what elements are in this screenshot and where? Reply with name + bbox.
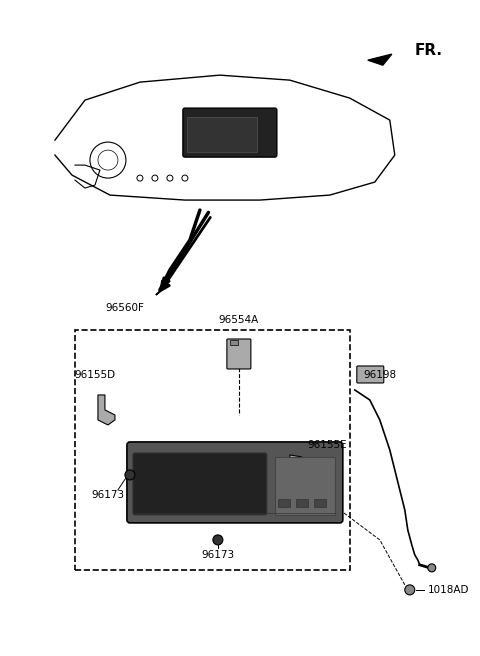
- Polygon shape: [290, 455, 320, 495]
- FancyBboxPatch shape: [357, 366, 384, 383]
- Bar: [230, 340, 238, 345]
- Circle shape: [428, 564, 436, 572]
- FancyBboxPatch shape: [227, 339, 251, 369]
- Text: FR.: FR.: [415, 43, 443, 58]
- FancyBboxPatch shape: [183, 108, 277, 157]
- Polygon shape: [98, 395, 115, 425]
- Bar: [278, 499, 290, 507]
- Text: 1018AD: 1018AD: [428, 585, 469, 595]
- Polygon shape: [368, 54, 392, 65]
- Text: 96554A: 96554A: [219, 315, 259, 325]
- Text: 96155E: 96155E: [308, 440, 348, 450]
- Bar: [314, 499, 326, 507]
- Text: 96155D: 96155D: [74, 370, 116, 380]
- Circle shape: [213, 535, 223, 545]
- Bar: [275, 457, 335, 515]
- Text: 96173: 96173: [91, 490, 124, 500]
- Text: 96198: 96198: [363, 370, 396, 380]
- Bar: [187, 117, 257, 152]
- FancyBboxPatch shape: [133, 453, 267, 515]
- Text: 96173: 96173: [201, 550, 234, 560]
- Circle shape: [125, 470, 135, 480]
- Bar: [296, 499, 308, 507]
- Bar: [75, 330, 350, 570]
- Polygon shape: [156, 285, 165, 295]
- Circle shape: [405, 585, 415, 595]
- FancyBboxPatch shape: [127, 442, 343, 523]
- Text: 96560F: 96560F: [106, 303, 144, 313]
